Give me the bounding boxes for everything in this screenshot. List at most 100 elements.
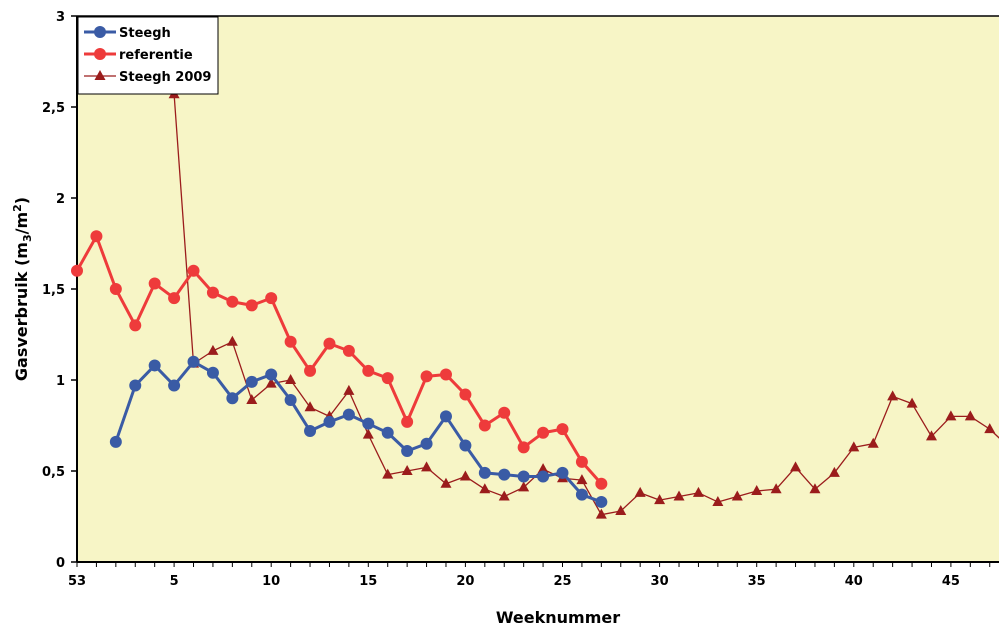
- data-point: [226, 392, 239, 405]
- data-point: [420, 370, 433, 383]
- data-point: [751, 485, 763, 496]
- data-point: [304, 424, 317, 437]
- data-point: [459, 470, 471, 481]
- x-ticks: 53 5 10 15 20 25 30 35 40 45: [68, 562, 991, 589]
- x-tick-label: 20: [456, 574, 474, 589]
- data-point: [381, 372, 394, 385]
- x-tick-label: 53: [68, 574, 86, 589]
- data-point: [498, 490, 510, 501]
- x-tick-label: 5: [170, 574, 179, 589]
- data-point: [401, 415, 414, 428]
- data-point: [712, 495, 724, 506]
- data-point: [615, 505, 627, 516]
- data-point: [517, 470, 530, 483]
- data-point: [342, 344, 355, 357]
- legend-marker: [94, 48, 106, 60]
- data-point: [226, 335, 238, 346]
- y-tick-label: 1: [56, 374, 65, 389]
- data-point: [537, 426, 550, 439]
- data-point: [304, 364, 317, 377]
- data-point: [439, 368, 452, 381]
- data-point: [207, 344, 219, 355]
- data-point: [265, 377, 277, 388]
- data-point: [206, 366, 219, 379]
- legend-marker: [94, 70, 106, 80]
- data-point: [964, 410, 976, 421]
- data-point: [440, 477, 452, 488]
- y-tick-label: 3: [56, 10, 65, 25]
- data-point: [382, 468, 394, 479]
- y-axis-title: Gasverbruik (m3/m2): [11, 197, 34, 381]
- data-point: [654, 494, 666, 505]
- series-referentie: [71, 230, 608, 490]
- data-point: [790, 461, 802, 472]
- y-tick-label: 2,5: [42, 101, 65, 116]
- data-point: [518, 481, 530, 492]
- data-point: [245, 375, 258, 388]
- data-point: [595, 477, 608, 490]
- data-point: [323, 415, 336, 428]
- data-point: [381, 426, 394, 439]
- data-point: [925, 430, 937, 441]
- data-point: [945, 410, 957, 421]
- x-axis-title: Weeknummer: [496, 608, 620, 627]
- y-tick-label: 0,5: [42, 465, 65, 480]
- series-layer: [71, 88, 999, 519]
- data-point: [343, 384, 355, 395]
- legend-label: Steegh: [119, 26, 171, 41]
- data-point: [439, 410, 452, 423]
- y-ticks: 0 0,5 1 1,5 2 2,5 3: [42, 10, 77, 571]
- series-steegh: [109, 355, 608, 508]
- data-point: [828, 466, 840, 477]
- data-point: [576, 474, 588, 485]
- data-point: [401, 465, 413, 475]
- data-point: [731, 490, 743, 501]
- data-point: [284, 394, 297, 407]
- x-tick-label: 35: [748, 574, 766, 589]
- data-point: [187, 264, 200, 277]
- data-point: [498, 406, 511, 419]
- legend-marker: [94, 26, 106, 38]
- data-point: [498, 468, 511, 481]
- x-tick-label: 15: [359, 574, 377, 589]
- data-point: [906, 397, 918, 408]
- data-point: [265, 292, 278, 305]
- data-point: [537, 463, 549, 474]
- data-point: [285, 374, 297, 384]
- legend-label: Steegh 2009: [119, 70, 211, 85]
- data-point: [226, 295, 239, 308]
- data-point: [362, 428, 374, 439]
- data-point: [459, 439, 472, 452]
- data-point: [848, 441, 860, 452]
- data-point: [537, 470, 550, 483]
- data-point: [692, 486, 704, 497]
- data-point: [517, 441, 530, 454]
- data-point: [421, 461, 433, 472]
- data-point: [575, 455, 588, 468]
- data-point: [109, 435, 122, 448]
- data-point: [809, 483, 821, 494]
- x-tick-label: 30: [651, 574, 669, 589]
- plot-background: [77, 16, 999, 562]
- y-tick-label: 2: [56, 192, 65, 207]
- data-point: [304, 401, 316, 412]
- data-point: [265, 368, 278, 381]
- legend: Steegh referentie Steegh 2009: [77, 16, 219, 95]
- data-point: [362, 364, 375, 377]
- data-point: [673, 490, 685, 501]
- series-line: [75, 234, 603, 485]
- x-tick-label: 40: [845, 574, 863, 589]
- data-point: [556, 466, 569, 479]
- data-point: [168, 379, 181, 392]
- data-point: [770, 483, 782, 494]
- x-tick-label: 25: [553, 574, 571, 589]
- data-point: [129, 379, 142, 392]
- x-tick-label: 45: [942, 574, 960, 589]
- data-point: [129, 319, 142, 332]
- data-point: [323, 337, 336, 350]
- data-point: [206, 286, 219, 299]
- data-point: [401, 444, 414, 457]
- y-tick-label: 0: [56, 556, 65, 571]
- data-point: [168, 292, 181, 305]
